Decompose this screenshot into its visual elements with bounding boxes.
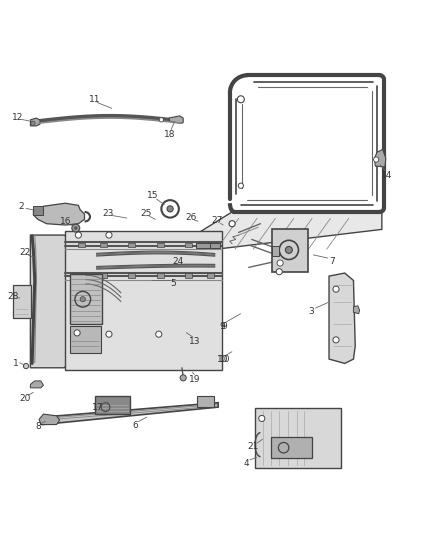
Circle shape	[31, 121, 35, 125]
Bar	[156, 273, 163, 278]
Polygon shape	[169, 212, 382, 251]
Polygon shape	[41, 403, 218, 425]
Bar	[185, 243, 192, 247]
Text: 12: 12	[11, 112, 23, 122]
Bar	[255, 408, 341, 468]
Bar	[13, 285, 31, 318]
Bar	[128, 273, 135, 278]
Circle shape	[80, 297, 85, 302]
Circle shape	[106, 331, 112, 337]
Bar	[100, 273, 107, 278]
Text: 9: 9	[219, 322, 226, 331]
Circle shape	[286, 246, 292, 253]
Text: 22: 22	[19, 248, 30, 257]
Circle shape	[277, 260, 283, 266]
Circle shape	[229, 221, 235, 227]
Polygon shape	[33, 206, 43, 215]
Bar	[185, 273, 192, 278]
Text: 23: 23	[102, 209, 113, 218]
Polygon shape	[33, 203, 85, 225]
Text: 28: 28	[7, 292, 18, 301]
Bar	[271, 437, 312, 458]
Bar	[78, 273, 85, 278]
Circle shape	[259, 415, 265, 422]
Bar	[207, 243, 214, 247]
Circle shape	[23, 364, 28, 369]
Circle shape	[276, 269, 283, 275]
Polygon shape	[30, 118, 40, 126]
Bar	[100, 243, 107, 247]
Text: 5: 5	[170, 279, 176, 288]
Text: 2: 2	[19, 202, 25, 211]
Polygon shape	[374, 149, 386, 167]
Polygon shape	[30, 235, 70, 368]
Circle shape	[72, 224, 80, 232]
Circle shape	[333, 286, 339, 292]
Bar	[196, 243, 210, 248]
Text: 24: 24	[172, 257, 183, 266]
Text: 21: 21	[247, 442, 259, 451]
Text: 16: 16	[60, 217, 71, 227]
Text: 25: 25	[140, 209, 152, 218]
Bar	[70, 274, 102, 324]
Bar	[128, 243, 135, 247]
Circle shape	[74, 227, 78, 230]
Circle shape	[374, 157, 379, 162]
Circle shape	[237, 96, 244, 103]
Circle shape	[167, 206, 173, 212]
Polygon shape	[65, 231, 223, 370]
Polygon shape	[30, 381, 43, 388]
Polygon shape	[169, 116, 183, 123]
Text: 10: 10	[217, 356, 228, 365]
Text: 9: 9	[221, 322, 227, 331]
Bar	[272, 229, 308, 272]
Polygon shape	[353, 306, 360, 313]
Bar	[197, 396, 214, 407]
Polygon shape	[329, 273, 355, 364]
Text: 6: 6	[132, 421, 138, 430]
Text: 17: 17	[92, 402, 103, 411]
Circle shape	[155, 331, 162, 337]
Text: 7: 7	[329, 257, 335, 266]
Circle shape	[333, 337, 339, 343]
Text: 15: 15	[147, 191, 159, 200]
Text: 13: 13	[189, 337, 201, 346]
Bar	[156, 243, 163, 247]
Bar	[207, 273, 214, 278]
Text: 10: 10	[219, 356, 230, 365]
Bar	[272, 246, 279, 256]
Text: 1: 1	[13, 359, 19, 368]
Text: 11: 11	[89, 95, 100, 104]
Circle shape	[75, 232, 81, 238]
Text: 27: 27	[211, 216, 223, 225]
Circle shape	[74, 330, 80, 336]
Text: 3: 3	[309, 306, 314, 316]
Text: 4: 4	[243, 459, 249, 469]
Circle shape	[180, 375, 186, 381]
Text: 8: 8	[35, 422, 41, 431]
Bar	[78, 243, 85, 247]
Bar	[95, 395, 131, 414]
Circle shape	[159, 118, 163, 122]
Circle shape	[238, 183, 244, 188]
Text: 20: 20	[19, 394, 30, 403]
Circle shape	[106, 232, 112, 238]
Text: 18: 18	[164, 130, 176, 139]
Bar	[210, 243, 220, 248]
Polygon shape	[39, 414, 60, 425]
Text: 19: 19	[189, 375, 201, 384]
Text: 14: 14	[381, 171, 393, 180]
Text: 26: 26	[185, 213, 196, 222]
Bar	[70, 326, 101, 353]
